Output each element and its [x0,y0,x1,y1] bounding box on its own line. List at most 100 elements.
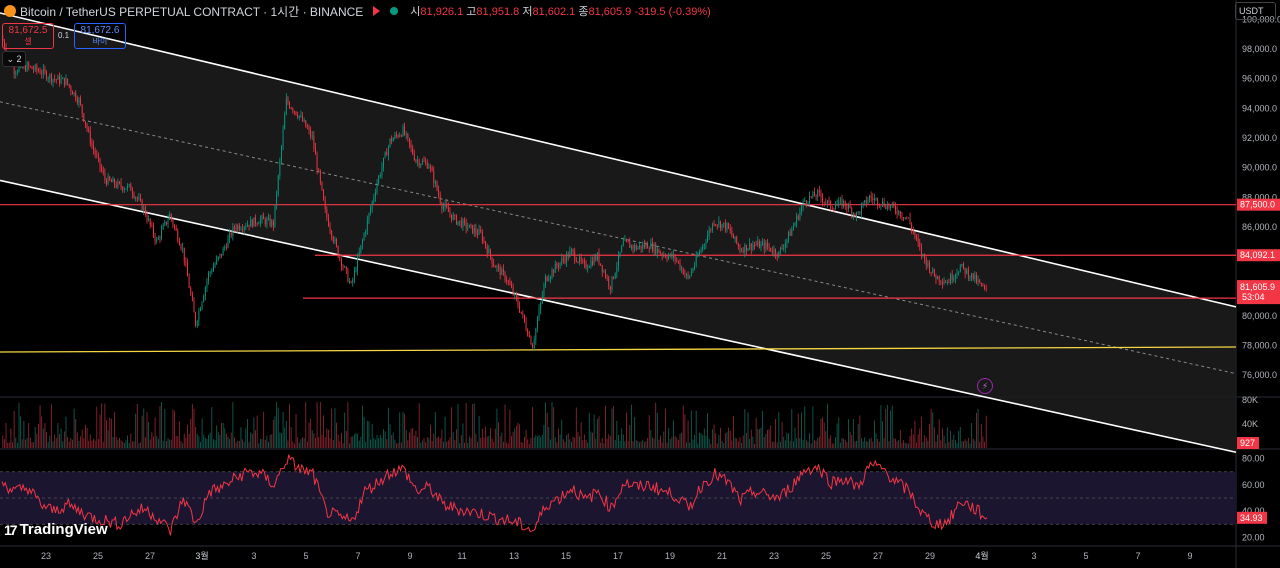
candle-body [250,219,252,227]
volume-bar [705,436,707,448]
candle-body [214,264,216,267]
candle-body [498,266,499,267]
volume-bar [73,408,75,448]
volume-bar [504,404,506,448]
candle-body [172,219,174,226]
volume-bar [352,436,354,448]
volume-bar [624,441,626,448]
volume-bar [733,415,734,448]
sell-button[interactable]: 81,672.5 셀 [2,23,54,49]
volume-bar [315,437,316,448]
x-axis-label: 27 [873,551,883,561]
candle-body [303,120,305,122]
candle-body [143,207,145,211]
volume-bar [739,437,741,448]
candle-body [519,305,521,312]
candle-body [217,256,219,259]
level-tag-label: 87,500.0 [1240,200,1275,210]
candle-body [188,276,190,288]
volume-bar [178,421,180,448]
volume-bar [942,428,943,448]
candle-body [206,280,208,288]
candle-body [839,199,841,201]
candle-body [655,244,657,254]
volume-bar [258,443,260,448]
volume-bar [50,404,52,448]
candle-body [617,255,619,267]
volume-bar [208,434,210,448]
volume-bar [744,409,746,448]
volume-bar [559,434,561,448]
volume-bar [540,437,542,448]
volume-bar [5,422,7,448]
volume-bar [794,427,796,448]
volume-bar [425,442,427,448]
candle-body [140,197,141,200]
flag-icon[interactable] [373,6,381,16]
candle-body [896,211,898,215]
candle-body [310,129,312,137]
candle-body [629,242,631,248]
volume-bar [984,441,986,448]
volume-bar [687,420,689,448]
indicator-collapse-button[interactable]: ⌄ 2 [2,51,26,67]
candle-body [601,264,603,272]
candle-body [509,281,511,285]
candle-body [371,201,373,209]
candle-body [439,195,441,203]
candle-body [80,98,82,105]
candle-body [196,321,198,326]
volume-bar [681,432,683,448]
volume-bar [867,441,869,448]
volume-bar [758,429,760,448]
volume-bar [535,435,537,448]
candle-body [379,174,381,177]
volume-bar [583,434,585,448]
volume-bar [846,442,848,448]
lightning-icon[interactable]: ⚡ [977,378,993,394]
candle-body [397,135,399,137]
volume-bar [444,416,446,448]
candle-body [700,249,702,252]
volume-bar [54,434,56,448]
candle-body [164,221,166,226]
volume-bar [966,440,968,448]
volume-bar [230,432,232,448]
volume-bar [246,419,248,448]
candle-body [619,252,621,256]
volume-bar [593,414,595,448]
volume-bar [653,438,655,448]
symbol-title[interactable]: Bitcoin / TetherUS PERPETUAL CONTRACT · … [20,4,364,19]
volume-bar [684,414,686,448]
buy-button[interactable]: 81,672.6 바이 [74,23,126,49]
candle-body [554,263,556,273]
candle-body [598,252,600,264]
currency-select[interactable]: USDT [1235,2,1276,20]
volume-bar [558,428,559,448]
candle-body [136,197,138,199]
volume-bar [396,443,397,448]
volume-bar [451,407,453,448]
volume-bar [300,438,302,448]
volume-bar [362,405,363,448]
candle-body [3,41,5,48]
volume-bar [281,433,282,448]
volume-bar [133,441,135,448]
candle-body [865,200,867,204]
candle-body [238,225,240,230]
candle-body [154,235,156,242]
candle-body [713,223,715,225]
candle-body [209,272,211,273]
volume-bar [219,434,221,448]
volume-bar [642,440,644,448]
volume-bar [707,413,708,448]
volume-bar [849,431,851,448]
countdown-label: 53:04 [1242,292,1265,302]
candle-body [246,224,248,227]
volume-bar [760,427,762,448]
volume-bar [723,443,725,448]
candle-body [556,263,558,267]
volume-bar [875,433,877,448]
candle-body [230,232,232,237]
